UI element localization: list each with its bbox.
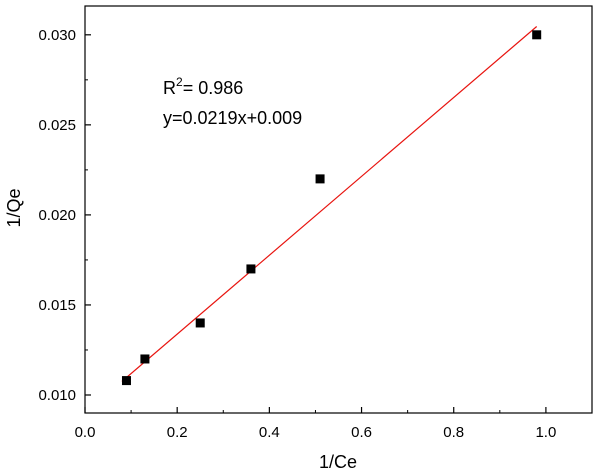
data-points [121, 30, 542, 386]
data-point [532, 30, 542, 40]
x-axis-title: 1/Ce [319, 452, 357, 472]
x-tick-label: 1.0 [535, 424, 556, 441]
x-tick-label: 0.6 [351, 424, 372, 441]
y-axis-ticks: 0.010 0.015 0.020 0.025 0.030 [38, 27, 91, 404]
data-point [246, 264, 256, 274]
data-point [140, 354, 150, 364]
r-squared-value: = 0.986 [183, 78, 244, 98]
x-tick-label: 0.0 [75, 424, 96, 441]
y-tick-label: 0.015 [38, 297, 76, 314]
data-point [315, 174, 325, 184]
x-tick-label: 0.2 [167, 424, 188, 441]
x-tick-label: 0.8 [443, 424, 464, 441]
y-tick-label: 0.025 [38, 117, 76, 134]
y-tick-label: 0.020 [38, 207, 76, 224]
y-tick-label: 0.010 [38, 387, 76, 404]
y-axis-title: 1/Qe [4, 188, 24, 227]
r-squared-annotation: R2= 0.986 [163, 75, 243, 98]
r-squared-superscript: 2 [176, 75, 183, 89]
fit-line-layer [121, 26, 538, 382]
r-squared-base: R [163, 78, 176, 98]
x-tick-label: 0.4 [259, 424, 280, 441]
x-axis-ticks: 0.0 0.2 0.4 0.6 0.8 1.0 [75, 407, 593, 441]
plot-frame [84, 5, 593, 414]
equation-annotation: y=0.0219x+0.009 [163, 108, 302, 128]
linear-fit-line [121, 26, 538, 382]
y-tick-label: 0.030 [38, 27, 76, 44]
data-point [195, 318, 205, 328]
data-point [121, 376, 131, 386]
